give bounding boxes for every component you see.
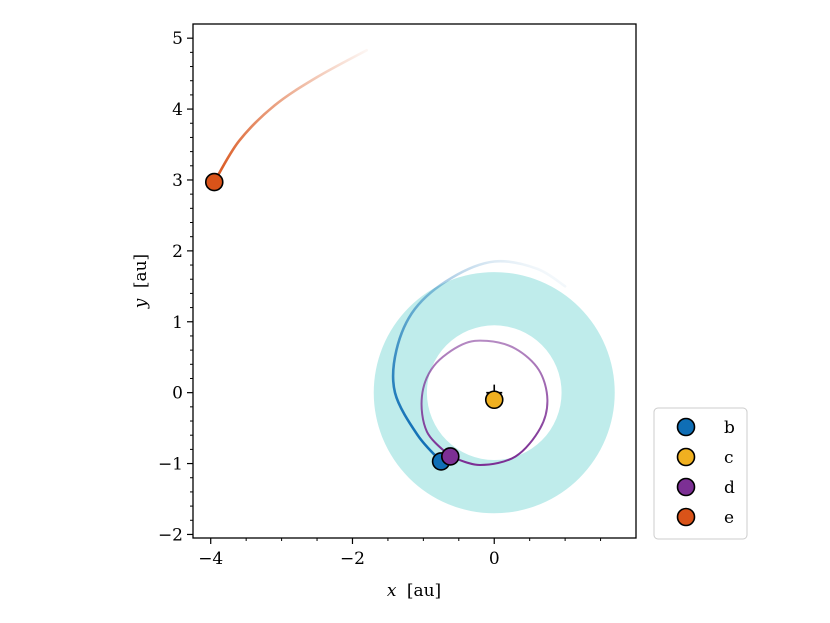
y-tick-label: −2 <box>158 525 183 545</box>
x-tick-label: 0 <box>489 549 500 569</box>
y-tick-label: −1 <box>158 455 183 475</box>
orbit-trail-b <box>391 259 567 463</box>
legend-label-b: b <box>724 418 735 438</box>
x-tick-label: −4 <box>198 549 223 569</box>
legend-frame <box>653 407 748 540</box>
legend-marker-b <box>676 417 696 437</box>
legend-label-d: d <box>724 478 735 498</box>
y-axis-label: y [au] <box>131 254 151 309</box>
y-tick-label: 3 <box>172 171 183 191</box>
y-tick-label: 1 <box>172 313 183 333</box>
legend-entry-e: e <box>676 507 734 528</box>
x-tick-label: −2 <box>340 549 365 569</box>
orbit-trails-layer <box>212 48 567 466</box>
legend-entry-b: b <box>676 417 735 438</box>
orbit-trail-d <box>420 339 549 466</box>
planet-markers-layer <box>204 172 504 471</box>
y-ticks: −2 −1 0 1 2 3 4 5 <box>158 29 193 545</box>
legend-entry-d: d <box>676 477 735 498</box>
x-ticks: −4 −2 0 <box>198 538 602 569</box>
legend-marker-e <box>676 507 696 527</box>
y-tick-label: 4 <box>172 100 183 120</box>
x-axis-label: x [au] <box>387 581 441 601</box>
plot-area <box>204 48 615 514</box>
planet-d-marker <box>440 447 460 466</box>
y-tick-label: 5 <box>172 29 183 49</box>
legend-label-e: e <box>724 508 734 528</box>
planet-c-marker <box>484 390 504 410</box>
planet-e-marker <box>204 172 224 192</box>
legend-label-c: c <box>724 448 734 468</box>
legend-entry-c: c <box>676 447 734 468</box>
legend-marker-d <box>676 477 696 497</box>
y-tick-label: 0 <box>172 384 183 404</box>
legend-marker-c <box>676 447 696 467</box>
y-tick-label: 2 <box>172 242 183 262</box>
axes-frame <box>192 23 637 539</box>
orbit-trail-e <box>212 48 368 184</box>
